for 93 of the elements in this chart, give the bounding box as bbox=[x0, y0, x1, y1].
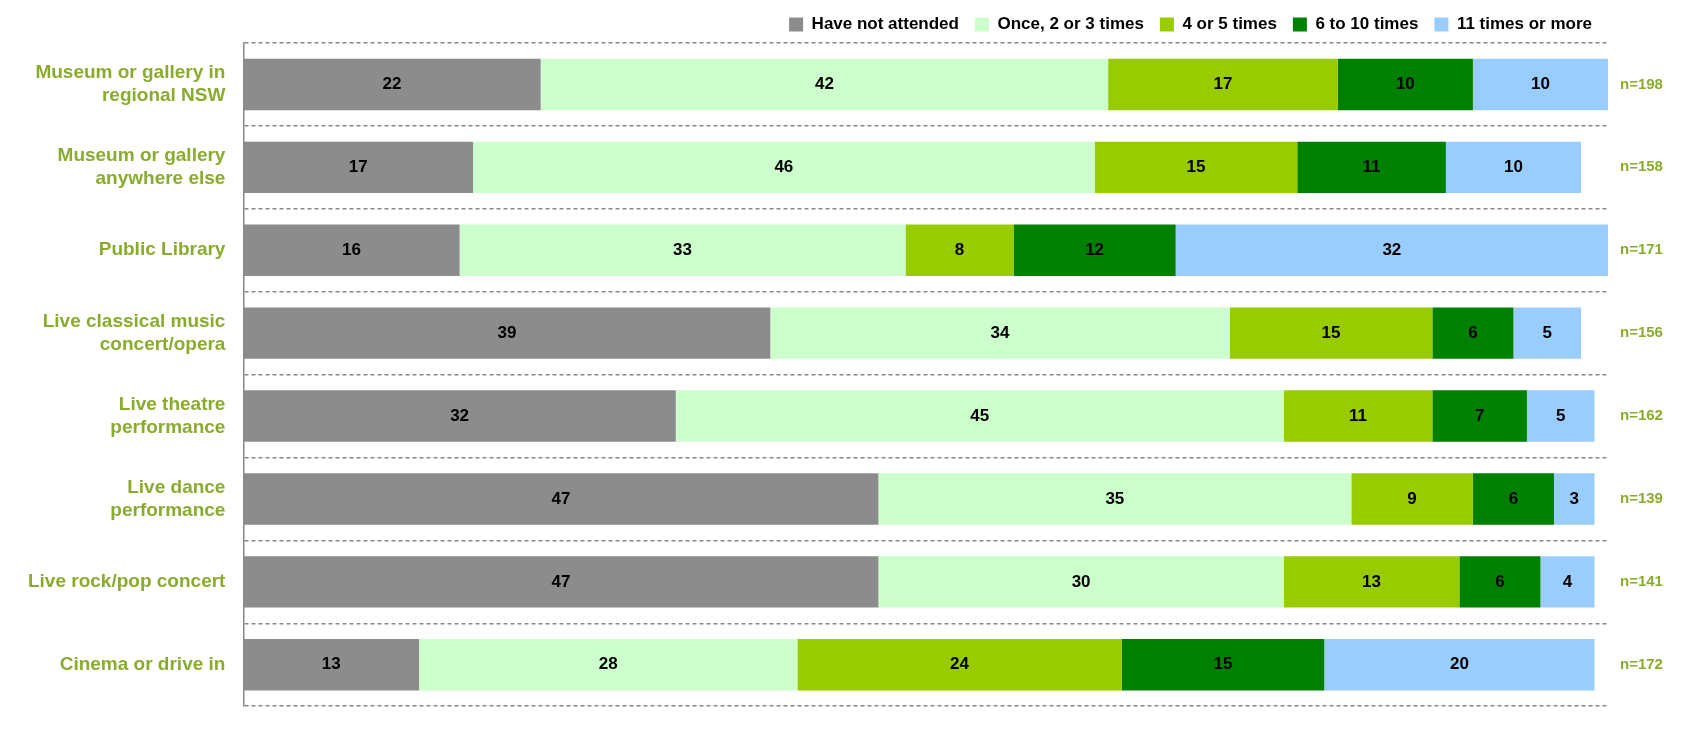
data-label: 35 bbox=[1105, 488, 1125, 508]
bar bbox=[878, 473, 1352, 525]
data-label: 6 bbox=[1468, 322, 1478, 342]
legend-label: 11 times or more bbox=[1456, 14, 1592, 34]
bar bbox=[1472, 473, 1554, 525]
data-label: 33 bbox=[673, 239, 692, 259]
bar bbox=[473, 141, 1095, 194]
text: n=156 bbox=[1620, 323, 1663, 341]
data-label: 8 bbox=[954, 239, 965, 259]
data-label: 20 bbox=[1449, 654, 1469, 674]
y-tick-label: Public Library bbox=[98, 238, 226, 260]
bar bbox=[675, 390, 1284, 442]
bar bbox=[905, 224, 1014, 276]
data-label: 30 bbox=[1071, 571, 1091, 591]
data-label: 32 bbox=[450, 405, 470, 425]
bar bbox=[459, 224, 906, 276]
text: n=198 bbox=[1620, 74, 1663, 92]
bar bbox=[1094, 141, 1298, 194]
data-label: 32 bbox=[1382, 239, 1402, 259]
y-tick-label: Museum or gallery in regional NSW bbox=[35, 61, 226, 106]
bar bbox=[1526, 390, 1595, 442]
legend-label: Have not attended bbox=[811, 14, 959, 34]
legend-label: 6 to 10 times bbox=[1315, 14, 1419, 34]
data-label: 6 bbox=[1495, 571, 1505, 591]
y-tick-label: Live dance performance bbox=[110, 475, 226, 520]
data-label: 10 bbox=[1395, 74, 1415, 94]
legend-label: Once, 2 or 3 times bbox=[997, 14, 1144, 34]
data-label: 17 bbox=[348, 157, 368, 177]
y-tick-label: Cinema or drive in bbox=[59, 652, 226, 674]
bar bbox=[1108, 58, 1338, 111]
y-tick-label: Live rock/pop concert bbox=[27, 570, 227, 592]
bar bbox=[1283, 556, 1460, 608]
data-label: 47 bbox=[551, 571, 571, 591]
text: n=139 bbox=[1620, 489, 1663, 507]
data-label: 13 bbox=[1362, 571, 1382, 591]
bar bbox=[1445, 141, 1581, 194]
data-label: 5 bbox=[1555, 405, 1566, 425]
bar bbox=[1351, 473, 1473, 525]
bar bbox=[1432, 390, 1527, 442]
data-label: 42 bbox=[814, 74, 834, 94]
bar bbox=[1459, 556, 1541, 608]
data-label: 5 bbox=[1542, 322, 1552, 342]
bar bbox=[1121, 639, 1325, 691]
bar bbox=[770, 307, 1230, 359]
y-tick-label: Live theatre performance bbox=[110, 392, 226, 437]
bar bbox=[878, 556, 1284, 608]
data-label: 15 bbox=[1321, 322, 1341, 342]
legend-label: 4 or 5 times bbox=[1182, 14, 1277, 34]
data-label: 39 bbox=[497, 322, 517, 342]
bar bbox=[797, 639, 1122, 691]
data-label: 3 bbox=[1569, 488, 1579, 508]
bar bbox=[1513, 307, 1581, 359]
bar bbox=[1472, 58, 1608, 111]
data-label: 47 bbox=[551, 488, 571, 508]
data-label: 34 bbox=[990, 322, 1011, 342]
data-label: 22 bbox=[382, 74, 402, 94]
data-label: 28 bbox=[598, 654, 618, 674]
data-label: 12 bbox=[1085, 239, 1105, 259]
data-label: 11 bbox=[1349, 405, 1368, 425]
bar bbox=[540, 58, 1109, 111]
data-label: 45 bbox=[970, 405, 990, 425]
bar bbox=[1013, 224, 1176, 276]
bar bbox=[1432, 307, 1514, 359]
text: n=171 bbox=[1620, 240, 1663, 258]
text: n=141 bbox=[1620, 571, 1663, 589]
data-label: 10 bbox=[1530, 74, 1550, 94]
y-tick-label: Live classical music concert/opera bbox=[42, 309, 226, 354]
data-label: 46 bbox=[774, 157, 794, 177]
data-label: 9 bbox=[1407, 488, 1417, 508]
text: n=172 bbox=[1620, 654, 1663, 672]
bar bbox=[419, 639, 798, 691]
bar bbox=[1283, 390, 1433, 442]
y-tick-label: Museum or gallery anywhere else bbox=[57, 144, 226, 188]
bar bbox=[1229, 307, 1433, 359]
data-label: 24 bbox=[950, 654, 970, 674]
data-label: 4 bbox=[1562, 571, 1573, 591]
bar bbox=[1324, 639, 1595, 691]
data-label: 7 bbox=[1474, 405, 1485, 425]
data-label: 6 bbox=[1508, 488, 1519, 508]
bar bbox=[1540, 556, 1595, 608]
data-label: 10 bbox=[1503, 157, 1523, 177]
bar bbox=[1297, 141, 1446, 194]
data-label: 15 bbox=[1186, 157, 1206, 177]
bar bbox=[1175, 224, 1608, 276]
data-label: 11 bbox=[1362, 157, 1381, 177]
data-label: 13 bbox=[321, 654, 341, 674]
data-label: 17 bbox=[1213, 74, 1233, 94]
data-label: 15 bbox=[1213, 654, 1233, 674]
text: n=158 bbox=[1620, 157, 1663, 175]
text: n=162 bbox=[1620, 406, 1663, 424]
bar bbox=[1553, 473, 1595, 525]
data-label: 16 bbox=[342, 239, 361, 259]
bar bbox=[1337, 58, 1473, 111]
